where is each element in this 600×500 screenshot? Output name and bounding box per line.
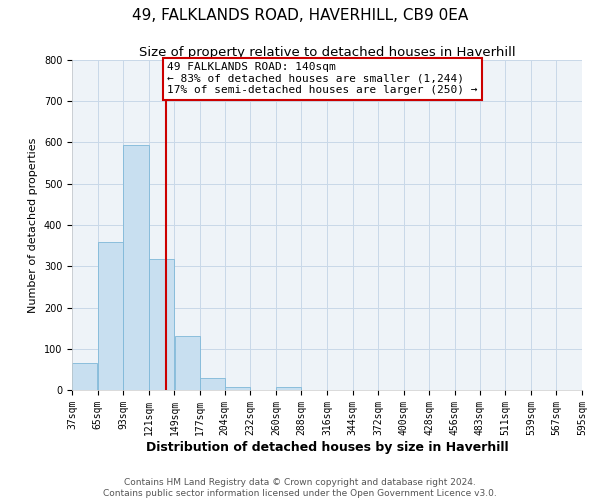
X-axis label: Distribution of detached houses by size in Haverhill: Distribution of detached houses by size … bbox=[146, 440, 508, 454]
Bar bbox=[276, 386, 301, 390]
Bar bbox=[149, 259, 174, 390]
Y-axis label: Number of detached properties: Number of detached properties bbox=[28, 138, 38, 312]
Bar bbox=[175, 336, 200, 390]
Bar bbox=[72, 363, 97, 390]
Text: 49, FALKLANDS ROAD, HAVERHILL, CB9 0EA: 49, FALKLANDS ROAD, HAVERHILL, CB9 0EA bbox=[132, 8, 468, 22]
Bar bbox=[98, 242, 123, 390]
Title: Size of property relative to detached houses in Haverhill: Size of property relative to detached ho… bbox=[139, 46, 515, 59]
Bar bbox=[124, 146, 149, 390]
Bar bbox=[225, 386, 250, 390]
Bar bbox=[200, 378, 226, 390]
Text: Contains HM Land Registry data © Crown copyright and database right 2024.
Contai: Contains HM Land Registry data © Crown c… bbox=[103, 478, 497, 498]
Text: 49 FALKLANDS ROAD: 140sqm
← 83% of detached houses are smaller (1,244)
17% of se: 49 FALKLANDS ROAD: 140sqm ← 83% of detac… bbox=[167, 62, 478, 96]
